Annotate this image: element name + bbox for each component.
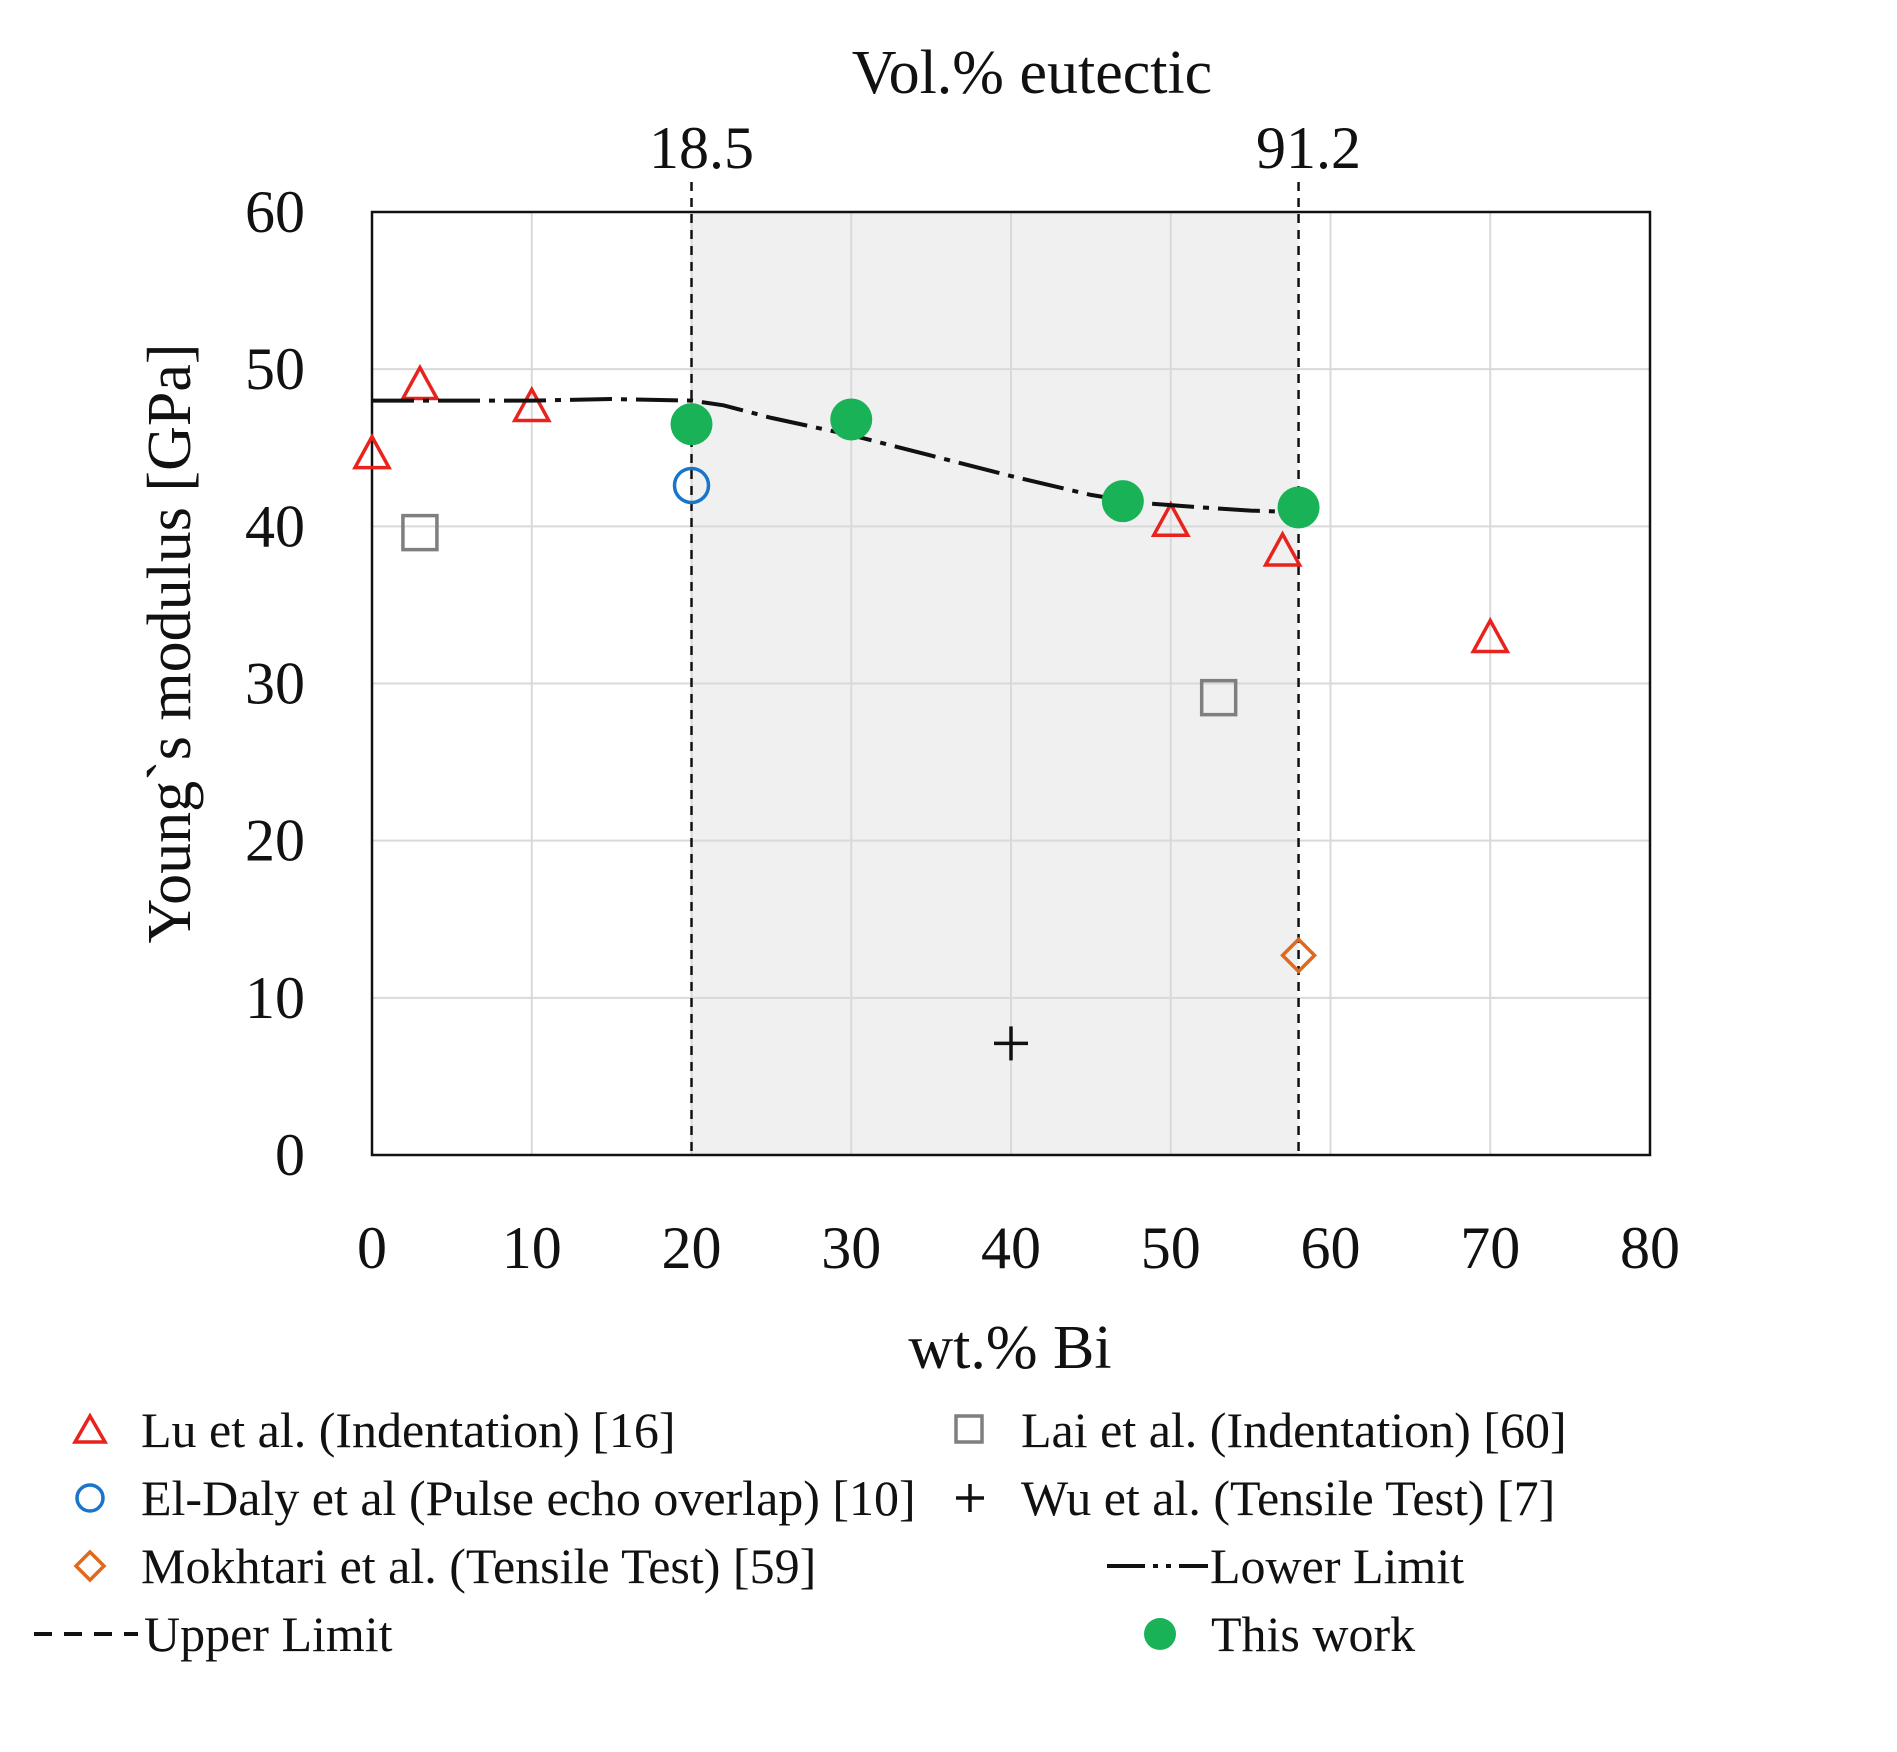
this-work-point (830, 398, 873, 441)
this-work-point (1277, 486, 1320, 529)
y-tick-label: 50 (245, 336, 305, 402)
lu-point (352, 432, 392, 470)
square-marker-icon (954, 1414, 984, 1444)
x-tick-label: 70 (1460, 1215, 1520, 1281)
legend-label: Lu et al. (Indentation) [16] (141, 1402, 676, 1458)
upper-limit-lines (690, 182, 1300, 1155)
x-tick-label: 20 (662, 1215, 722, 1281)
legend-item-wu: Wu et al. (Tensile Test) [7] (935, 1463, 1555, 1533)
legend-item-upper: Upper Limit (30, 1599, 393, 1669)
y-tick-label: 0 (275, 1122, 305, 1188)
x-tick-label: 60 (1301, 1215, 1361, 1281)
y-axis-title: Young`s modulus [GPa] (136, 344, 204, 944)
legend-label: Wu et al. (Tensile Test) [7] (1021, 1470, 1556, 1526)
y-tick-label: 30 (245, 651, 305, 717)
legend-item-thiswork: This work (1125, 1599, 1415, 1669)
legend: Lu et al. (Indentation) [16] Lai et al. … (0, 1395, 1897, 1735)
x-axis-title: wt.% Bi (908, 1314, 1111, 1382)
plus-marker-icon (956, 1484, 984, 1512)
y-tick-label: 10 (245, 965, 305, 1031)
lu-point (399, 363, 440, 401)
x-tick-label: 80 (1620, 1215, 1680, 1281)
this-work-point (670, 403, 713, 446)
tick-labels: 0 10 20 30 40 50 60 70 80 0 10 20 30 40 50 60 18.5 91.2 (245, 115, 1680, 1281)
x-tick-label: 40 (981, 1215, 1041, 1281)
lu-point (511, 385, 552, 423)
legend-label: Lower Limit (1210, 1538, 1465, 1594)
lai-point (1199, 678, 1238, 717)
legend-item-lu: Lu et al. (Indentation) [16] (55, 1395, 676, 1465)
y-tick-label: 60 (245, 179, 305, 245)
this-work-point (1101, 480, 1144, 523)
legend-item-lower: Lower Limit (1105, 1531, 1464, 1601)
x-tick-label: 10 (502, 1215, 562, 1281)
legend-label: Mokhtari et al. (Tensile Test) [59] (141, 1538, 817, 1594)
mokhtari-point (1280, 936, 1318, 974)
eldaly-point (672, 466, 711, 505)
top-tick-label: 91.2 (1256, 115, 1361, 181)
dashed-line-icon (34, 1632, 138, 1636)
legend-label: El-Daly et al (Pulse echo overlap) [10] (141, 1470, 916, 1526)
legend-label: Lai et al. (Indentation) [60] (1021, 1402, 1567, 1458)
lai-point (401, 513, 439, 552)
x-tick-label: 30 (821, 1215, 881, 1281)
chart: 0 10 20 30 40 50 60 70 80 0 10 20 30 40 50 60 18.5 91.2 w… (136, 39, 1680, 1382)
legend-label: Upper Limit (144, 1606, 393, 1662)
wu-point (994, 1026, 1028, 1061)
legend-item-mokhtari: Mokhtari et al. (Tensile Test) [59] (55, 1531, 816, 1601)
lu-point (1150, 500, 1191, 537)
y-tick-label: 40 (245, 493, 305, 559)
lu-point (1470, 616, 1511, 654)
legend-item-eldaly: El-Daly et al (Pulse echo overlap) [10] (55, 1463, 916, 1533)
dashdot-line-icon (1107, 1564, 1208, 1568)
x-tick-label: 50 (1141, 1215, 1201, 1281)
diamond-marker-icon (73, 1549, 107, 1583)
plot-area-frame (370, 210, 1652, 1157)
x-tick-label: 0 (357, 1215, 387, 1281)
top-axis-title: Vol.% eutectic (852, 39, 1212, 107)
lu-point (1262, 530, 1303, 567)
series-layer (352, 363, 1511, 1061)
legend-label: This work (1211, 1606, 1416, 1662)
top-tick-label: 18.5 (649, 115, 754, 181)
grid-lines (372, 212, 1650, 1155)
filled-circle-marker-icon (1144, 1618, 1176, 1650)
y-tick-label: 20 (245, 808, 305, 874)
legend-item-lai: Lai et al. (Indentation) [60] (935, 1395, 1567, 1465)
circle-marker-icon (75, 1483, 105, 1513)
triangle-marker-icon (71, 1412, 109, 1444)
